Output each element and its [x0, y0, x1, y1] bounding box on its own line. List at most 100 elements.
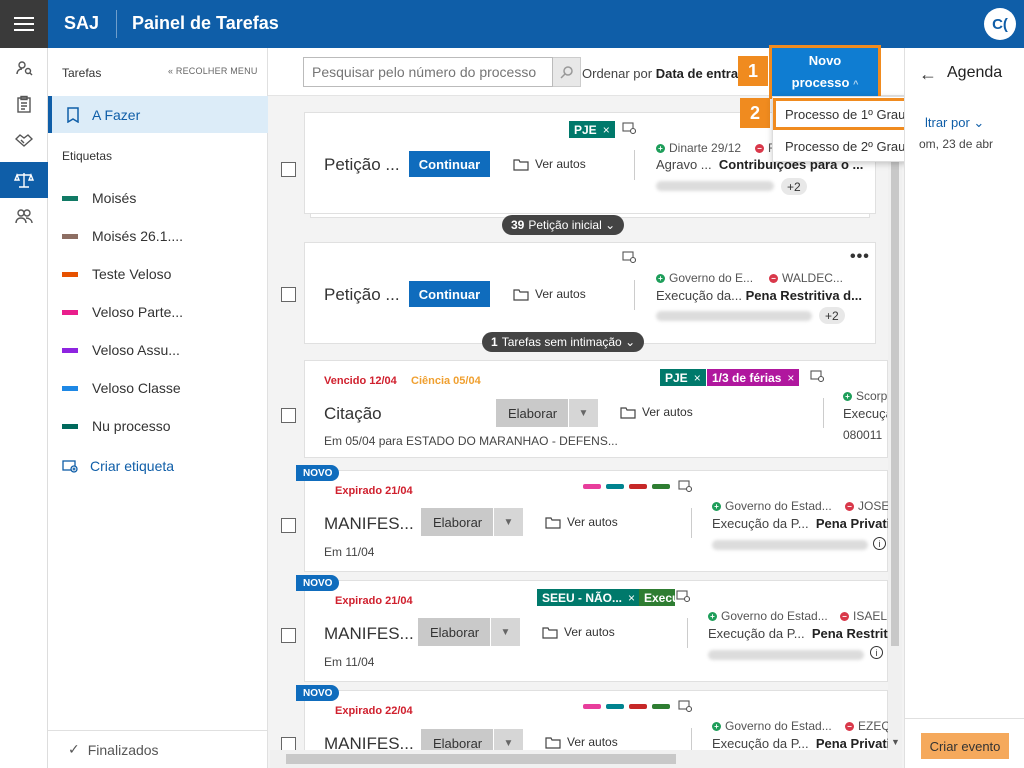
- plus-icon: +: [712, 721, 721, 731]
- elaborate-dropdown[interactable]: ▼: [568, 399, 598, 427]
- search-icon: [559, 66, 573, 79]
- view-records-link[interactable]: Ver autos: [620, 405, 693, 419]
- party-passive: − EZEQ: [845, 719, 891, 733]
- view-records-label: Ver autos: [567, 735, 618, 749]
- add-tag-icon[interactable]: [678, 480, 693, 495]
- process-number-blurred: [656, 311, 812, 321]
- menu-item-first-instance[interactable]: Processo de 1º Grau: [773, 98, 923, 130]
- task-card[interactable]: [304, 690, 888, 750]
- tag-item[interactable]: Moisés 26.1....: [62, 226, 183, 246]
- info-icon[interactable]: i: [870, 646, 883, 659]
- add-tag-icon[interactable]: [678, 700, 693, 715]
- search-input[interactable]: [303, 57, 553, 87]
- sort-selector[interactable]: Ordenar por Data de entrada: [582, 66, 740, 81]
- tag-item[interactable]: Veloso Parte...: [62, 302, 183, 322]
- check-icon: ✓: [68, 741, 80, 757]
- info-icon[interactable]: i: [873, 537, 886, 550]
- create-event-button[interactable]: Criar evento: [921, 733, 1009, 759]
- rail-clipboard-icon[interactable]: [0, 86, 48, 122]
- task-checkbox[interactable]: [281, 287, 296, 302]
- tag-swatch: [62, 271, 78, 277]
- remove-chip-icon[interactable]: ×: [602, 122, 610, 137]
- party-name: Governo do Estad...: [725, 499, 832, 513]
- collapse-menu-link[interactable]: « RECOLHER MENU: [168, 66, 258, 76]
- view-records-link[interactable]: Ver autos: [513, 287, 586, 301]
- rail-group-icon[interactable]: [0, 198, 48, 234]
- chevron-down-icon: ⌄: [625, 335, 636, 349]
- sidebar-item-a-fazer[interactable]: A Fazer: [48, 96, 268, 133]
- elaborate-dropdown[interactable]: ▼: [490, 618, 520, 646]
- tag-chip[interactable]: Execu: [639, 589, 675, 606]
- task-card[interactable]: [304, 242, 876, 344]
- process-class: Execução da P... Pena Restritiv: [708, 626, 888, 641]
- elaborate-button[interactable]: Elaborar: [418, 618, 491, 646]
- elaborate-button[interactable]: Elaborar: [496, 399, 569, 427]
- task-checkbox[interactable]: [281, 408, 296, 423]
- elaborate-dropdown[interactable]: ▼: [493, 508, 523, 536]
- continue-button[interactable]: Continuar: [409, 281, 490, 307]
- subject-label: Pena Restritiv: [811, 626, 888, 641]
- party-active: + Governo do Estad...: [708, 609, 828, 623]
- search-button[interactable]: [553, 57, 581, 87]
- remove-chip-icon[interactable]: ×: [628, 590, 636, 605]
- create-tag-link[interactable]: Criar etiqueta: [62, 458, 174, 474]
- task-checkbox[interactable]: [281, 518, 296, 533]
- task-checkbox[interactable]: [281, 628, 296, 643]
- sort-value: Data de entrada: [655, 66, 740, 81]
- process-number-blurred: [656, 181, 774, 191]
- vertical-scrollbar[interactable]: [888, 96, 902, 750]
- more-options-icon[interactable]: •••: [850, 248, 870, 265]
- hamburger-menu-icon[interactable]: [0, 0, 48, 48]
- view-records-link[interactable]: Ver autos: [513, 157, 586, 171]
- user-avatar[interactable]: C(: [984, 8, 1016, 40]
- new-process-button[interactable]: Novo processo ^: [769, 45, 881, 99]
- party-active: + Governo do E...: [656, 271, 753, 285]
- brand-logo[interactable]: SAJ: [64, 13, 100, 33]
- continue-button[interactable]: Continuar: [409, 151, 490, 177]
- minus-icon: −: [845, 721, 854, 731]
- elaborate-button[interactable]: Elaborar: [421, 508, 494, 536]
- brand-divider: [116, 10, 117, 38]
- finished-tasks-link[interactable]: ✓ Finalizados: [48, 730, 268, 768]
- rail-handshake-icon[interactable]: [0, 122, 48, 158]
- tag-item[interactable]: Veloso Assu...: [62, 340, 180, 360]
- tag-chip[interactable]: 1/3 de férias ×: [707, 369, 800, 386]
- view-records-link[interactable]: Ver autos: [545, 735, 618, 749]
- add-tag-icon[interactable]: [810, 370, 825, 385]
- more-parties-badge[interactable]: +2: [819, 307, 845, 324]
- add-tag-icon[interactable]: [622, 251, 637, 266]
- class-label: Agravo ...: [656, 157, 712, 172]
- arrow-left-icon[interactable]: ←: [919, 64, 937, 84]
- page-title: Painel de Tarefas: [132, 13, 279, 33]
- more-parties-badge[interactable]: +2: [781, 178, 807, 195]
- agenda-filter-link[interactable]: ltrar por ⌄: [925, 115, 984, 131]
- horizontal-scrollbar[interactable]: [270, 750, 902, 768]
- group-toggle-pill[interactable]: 39 Petição inicial ⌄: [502, 215, 625, 235]
- add-tag-icon[interactable]: [676, 590, 691, 605]
- group-toggle-pill[interactable]: 1 Tarefas sem intimação ⌄: [482, 332, 645, 352]
- tag-color-bar: [629, 704, 647, 709]
- scroll-thumb[interactable]: [891, 96, 899, 646]
- view-records-link[interactable]: Ver autos: [545, 515, 618, 529]
- rail-scales-icon[interactable]: [0, 162, 48, 198]
- chip-label: 1/3 de férias: [712, 370, 782, 385]
- view-records-link[interactable]: Ver autos: [542, 625, 615, 639]
- task-checkbox[interactable]: [281, 162, 296, 177]
- add-tag-icon[interactable]: [622, 122, 637, 137]
- tag-item[interactable]: Moisés: [62, 188, 136, 208]
- tag-item[interactable]: Veloso Classe: [62, 378, 181, 398]
- sidebar-item-label: A Fazer: [92, 106, 141, 123]
- remove-chip-icon[interactable]: ×: [693, 370, 701, 385]
- menu-item-second-instance[interactable]: Processo de 2º Grau: [785, 138, 906, 154]
- group-count: 39: [511, 218, 525, 232]
- tag-item[interactable]: Teste Veloso: [62, 264, 171, 284]
- task-date: Em 11/04: [324, 655, 375, 669]
- tag-chip[interactable]: PJE ×: [569, 121, 615, 138]
- rail-people-search-icon[interactable]: [0, 50, 48, 86]
- tag-chip[interactable]: PJE ×: [660, 369, 706, 386]
- scroll-thumb[interactable]: [286, 754, 676, 764]
- remove-chip-icon[interactable]: ×: [787, 370, 795, 385]
- tag-chip[interactable]: SEEU - NÃO... ×: [537, 589, 641, 606]
- tag-item[interactable]: Nu processo: [62, 416, 171, 436]
- bookmark-icon: [67, 106, 79, 123]
